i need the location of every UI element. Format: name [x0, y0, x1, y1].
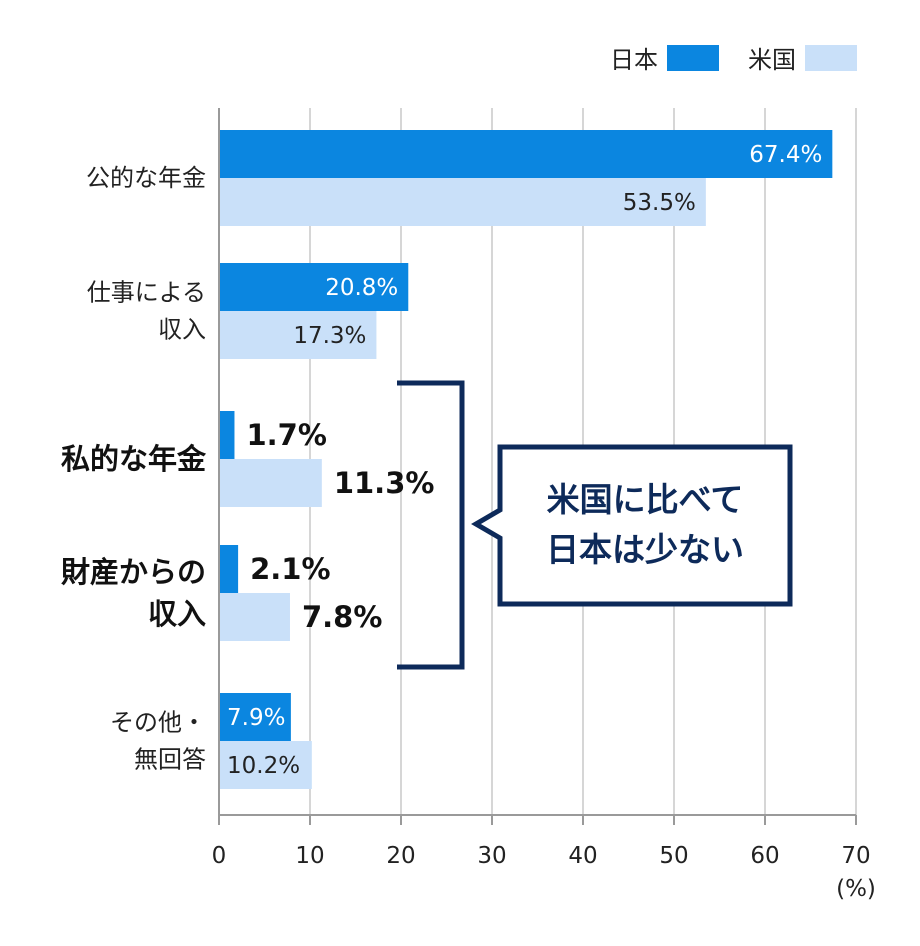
callout-box: [471, 444, 793, 607]
tick-label: 40: [568, 843, 597, 869]
category-label: その他・: [110, 709, 206, 737]
bar: [219, 178, 706, 226]
data-label: 7.9%: [227, 705, 285, 731]
category-label: 仕事による: [87, 279, 206, 307]
legend-swatch: [805, 45, 857, 71]
tick-label: 70: [841, 843, 870, 869]
bar: [219, 545, 239, 593]
category-label: 無回答: [134, 746, 206, 774]
data-label: 1.7%: [246, 418, 326, 452]
bar: [219, 311, 377, 359]
tick-label: 0: [212, 843, 227, 869]
tick-labels: 0 10 20 30 40 50 60 70: [212, 843, 871, 869]
callout-line-2: 日本は少ない: [546, 530, 744, 569]
data-label: 20.8%: [325, 275, 398, 301]
axes: [218, 108, 857, 825]
data-label: 11.3%: [334, 466, 435, 500]
bar: [219, 593, 290, 641]
data-labels: 67.4% 20.8% 1.7% 2.1% 7.9% 53.5% 17.3% 11.3% 7.8…: [227, 142, 822, 779]
category-label: 収入: [148, 597, 206, 631]
data-label: 17.3%: [293, 323, 366, 349]
legend-swatch: [667, 45, 719, 71]
tick-label: 20: [386, 843, 415, 869]
bar: [219, 411, 235, 459]
bracket: [397, 380, 465, 670]
bars: [219, 130, 833, 789]
x-axis-unit: (%): [836, 876, 876, 902]
category-label: 財産からの: [61, 555, 206, 589]
data-label: 53.5%: [623, 190, 696, 216]
bar: [219, 263, 409, 311]
data-label: 2.1%: [250, 552, 330, 586]
bar: [219, 741, 312, 789]
callout: 米国に比べて 日本は少ない: [397, 380, 793, 670]
bar: [219, 130, 833, 178]
data-label: 10.2%: [227, 753, 300, 779]
tick-label: 30: [477, 843, 506, 869]
category-label: 私的な年金: [61, 442, 207, 476]
legend-label: 日本: [610, 46, 658, 74]
data-label: 7.8%: [302, 600, 382, 634]
callout-line-1: 米国に比べて: [547, 480, 744, 519]
legend: 日本 米国: [610, 45, 857, 74]
bar: [219, 693, 291, 741]
category-label: 公的な年金: [86, 164, 206, 192]
bar: [219, 459, 322, 507]
legend-label: 米国: [748, 46, 796, 74]
tick-label: 60: [750, 843, 779, 869]
category-label: 収入: [158, 316, 206, 344]
data-label: 67.4%: [749, 142, 822, 168]
tick-label: 50: [659, 843, 688, 869]
tick-label: 10: [295, 843, 324, 869]
